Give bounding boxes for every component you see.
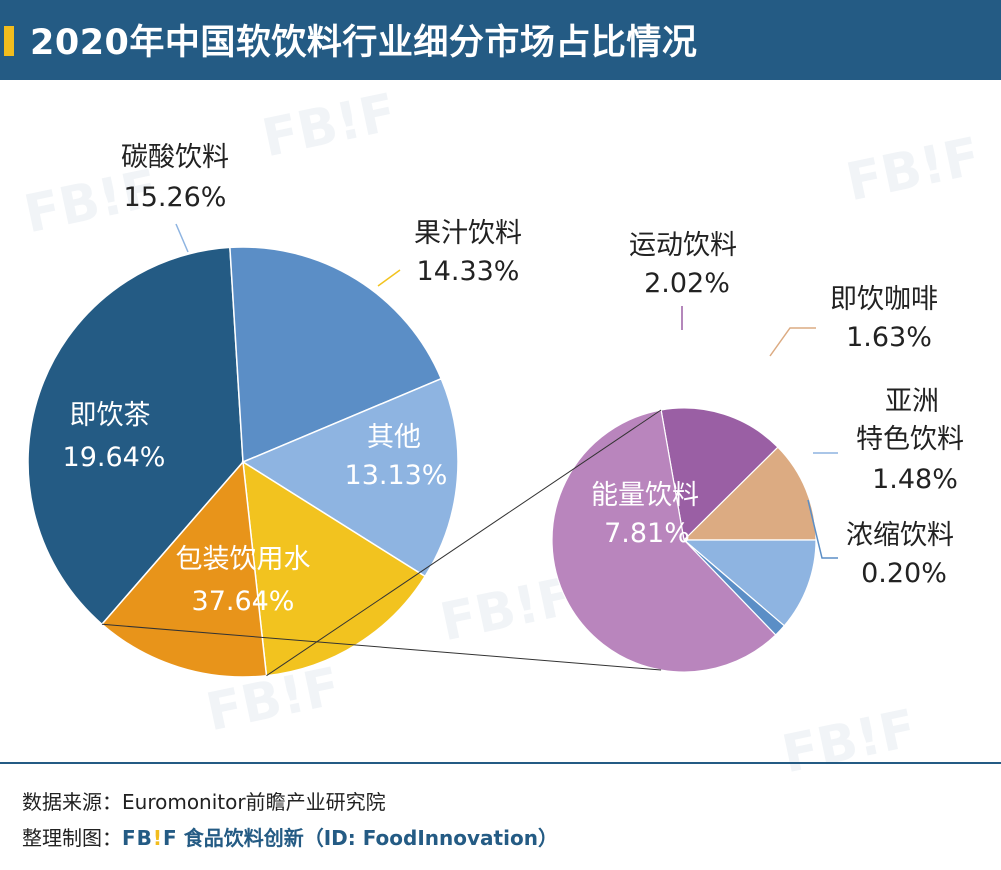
slice-label-value: 13.13% — [345, 460, 448, 491]
footer-credit: 整理制图：FB!F 食品饮料创新（ID: FoodInnovation） — [22, 822, 558, 851]
footer-divider — [0, 762, 1001, 764]
pie-of-pie-chart: 包装饮用水 37.64% 即饮茶 19.64% 其他 13.13% 碳酸饮料 15.26% 果汁… — [27, 142, 964, 678]
sub-pie-slice-1 — [660, 407, 779, 542]
sub-label-value: 1.48% — [872, 464, 958, 495]
brand-text: 食品饮料创新（ID: FoodInnovation） — [183, 826, 558, 850]
credit-label: 整理制图： — [22, 826, 122, 850]
sub-label-name-line1: 亚洲 — [885, 386, 939, 417]
sub-pie-slice-3 — [682, 539, 817, 627]
slice-label-name: 即饮茶 — [70, 400, 151, 431]
leader-line — [807, 499, 838, 559]
slice-label-value: 15.26% — [124, 182, 227, 213]
slice-label-name: 果汁饮料 — [414, 218, 522, 249]
connector-line-top — [266, 409, 662, 677]
sub-label-value: 1.63% — [846, 322, 932, 353]
sub-pie-slice-5 — [551, 409, 777, 673]
sub-label-name: 即饮咖啡 — [830, 284, 938, 315]
pie-slice-1 — [27, 246, 244, 626]
pie-slice-2 — [229, 246, 443, 464]
pie-slice-5 — [100, 460, 268, 678]
source-value: Euromonitor前瞻产业研究院 — [122, 790, 386, 814]
sub-label-name: 浓缩饮料 — [846, 520, 954, 551]
leader-line — [377, 269, 401, 287]
leader-line — [769, 327, 816, 357]
header-bar: 2020年中国软饮料行业细分市场占比情况 — [0, 0, 1001, 80]
footer-source: 数据来源：Euromonitor前瞻产业研究院 — [22, 786, 386, 815]
source-label: 数据来源： — [22, 790, 122, 814]
slice-label-name: 其他 — [367, 422, 421, 453]
pie-slice-4 — [242, 460, 427, 677]
sub-label-name-line2: 特色饮料 — [856, 424, 964, 455]
slice-label-name: 包装饮用水 — [176, 544, 311, 575]
page-title: 2020年中国软饮料行业细分市场占比情况 — [30, 23, 698, 63]
connector-line-bottom — [101, 623, 662, 671]
sub-label-value: 2.02% — [644, 268, 730, 299]
fbif-logo: FB!F — [122, 826, 178, 850]
slice-label-name: 碳酸饮料 — [121, 142, 229, 173]
slice-label-value: 19.64% — [63, 442, 166, 473]
sub-label-value: 0.20% — [861, 558, 947, 589]
sub-label-name: 运动饮料 — [629, 230, 737, 261]
sub-label-value: 7.81% — [604, 518, 690, 549]
header-accent-bar — [4, 26, 14, 56]
sub-label-name: 能量饮料 — [591, 480, 699, 511]
pie-slice-3 — [241, 377, 459, 578]
slice-label-value: 14.33% — [417, 256, 520, 287]
slice-label-value: 37.64% — [192, 586, 295, 617]
leader-line — [175, 223, 189, 253]
